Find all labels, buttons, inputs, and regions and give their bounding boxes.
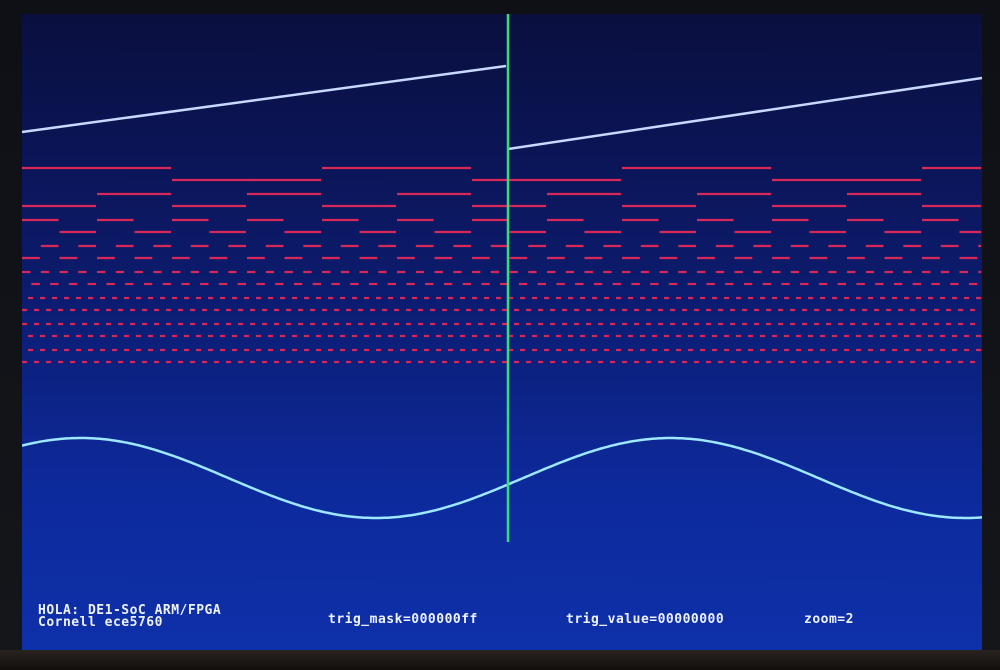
monitor-stand: [0, 650, 1000, 670]
credit-label: Cornell ece5760: [38, 615, 163, 630]
scope-display: [22, 14, 982, 542]
ramp-segment: [507, 76, 982, 151]
sine-waveform: [22, 436, 982, 520]
digital-traces: [22, 166, 981, 364]
board-title: HOLA: DE1-SoC ARM/FPGA: [38, 603, 222, 618]
ramp-trace: [22, 64, 982, 151]
trig-value-readout: trig_value=00000000: [566, 612, 725, 627]
status-bar: HOLA: DE1-SoC ARM/FPGA Cornell ece5760 t…: [38, 603, 968, 643]
zoom-readout: zoom=2: [804, 612, 854, 627]
trig-mask-readout: trig_mask=000000ff: [328, 612, 478, 627]
ramp-segment: [22, 64, 507, 134]
sine-trace: [22, 436, 982, 520]
scope-screen: HOLA: DE1-SoC ARM/FPGA Cornell ece5760 t…: [22, 14, 982, 650]
